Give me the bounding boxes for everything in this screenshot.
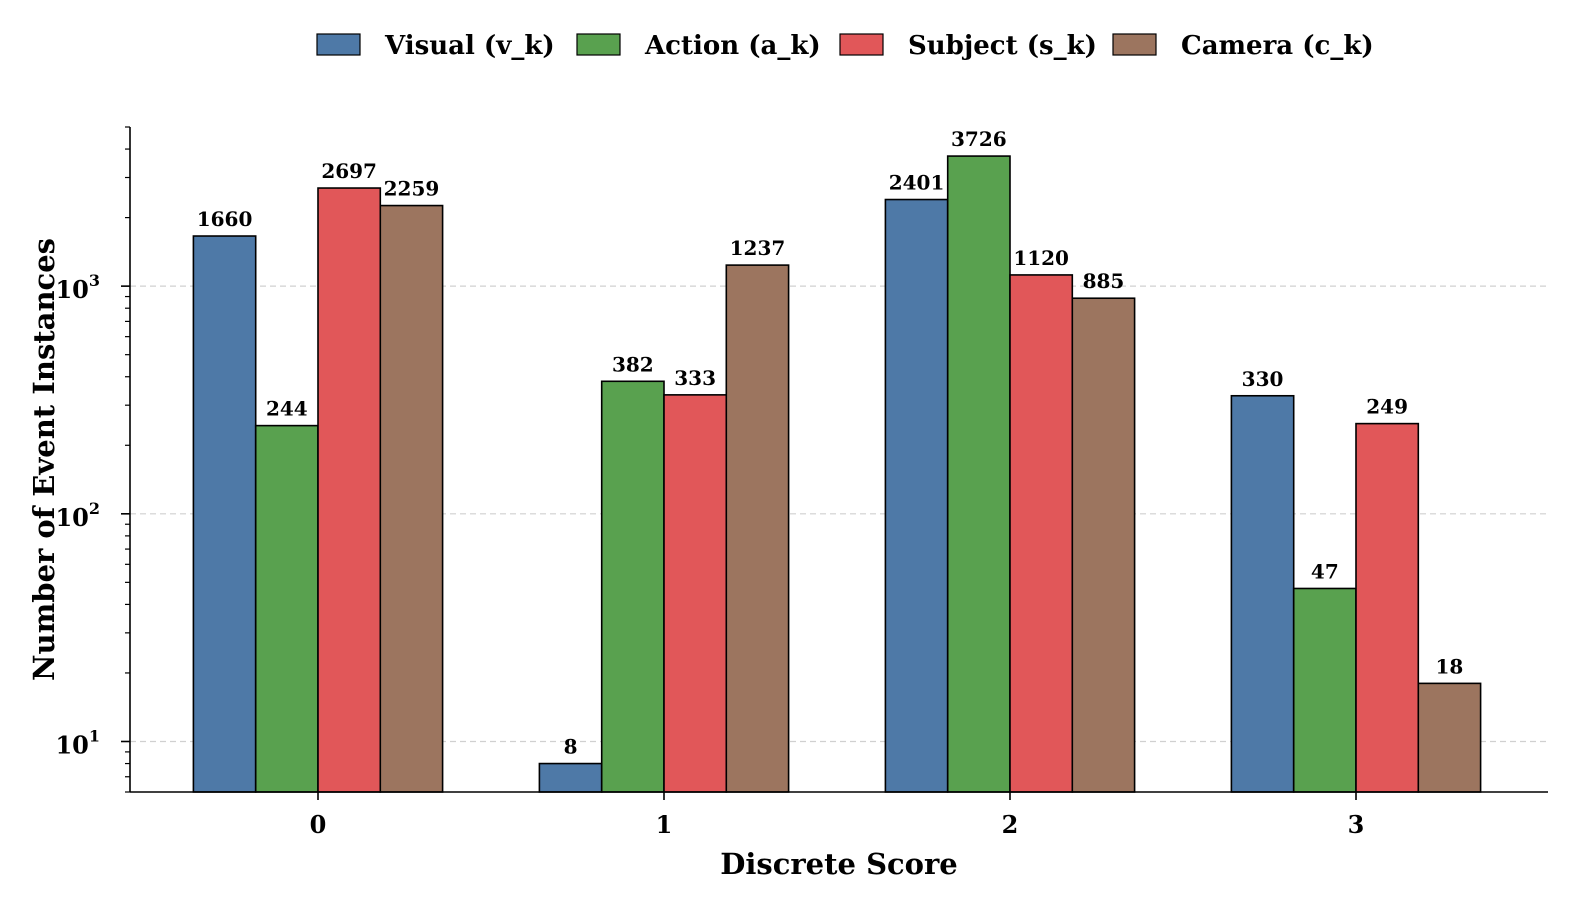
data-label: 47 xyxy=(1311,559,1339,583)
data-label: 2259 xyxy=(384,177,440,201)
bar xyxy=(725,264,790,793)
legend-swatch xyxy=(839,33,884,56)
bar xyxy=(538,762,603,793)
bar xyxy=(379,204,444,793)
value-labels: 1660 8 2401 330 244 382 3726 47 2697 333 1120 249 22… xyxy=(197,127,1464,758)
x-tick-label: 2 xyxy=(1002,810,1019,839)
legend-swatch xyxy=(316,33,361,56)
y-tick-label: 102 xyxy=(55,499,100,532)
bar xyxy=(946,155,1011,793)
legend-label: Action (a_k) xyxy=(644,31,821,61)
legend-label: Visual (v_k) xyxy=(384,31,555,61)
data-label: 244 xyxy=(266,397,308,421)
bar xyxy=(317,187,382,793)
data-label: 333 xyxy=(674,366,716,390)
data-label: 382 xyxy=(612,352,654,376)
y-axis-label: Number of Event Instances xyxy=(27,238,61,681)
bar xyxy=(1230,394,1295,793)
bar xyxy=(1355,422,1420,793)
bar xyxy=(254,424,319,793)
legend-swatch xyxy=(1112,33,1157,56)
data-label: 2697 xyxy=(321,159,377,183)
legend: Visual (v_k) Action (a_k) Subject (s_k) Cam… xyxy=(316,31,1374,61)
x-tick-label: 1 xyxy=(656,810,673,839)
data-label: 1237 xyxy=(730,236,786,260)
data-label: 2401 xyxy=(889,171,945,195)
bar xyxy=(192,235,257,793)
data-label: 18 xyxy=(1436,654,1464,678)
bar xyxy=(1009,274,1074,793)
bar xyxy=(600,380,665,793)
bar xyxy=(1292,587,1357,793)
x-axis-label: Discrete Score xyxy=(720,847,958,881)
data-label: 885 xyxy=(1083,269,1125,293)
y-tick-label: 101 xyxy=(55,726,100,759)
y-tick-label: 103 xyxy=(55,271,100,304)
legend-label: Camera (c_k) xyxy=(1181,31,1374,61)
bar xyxy=(663,394,728,793)
data-label: 330 xyxy=(1242,367,1284,391)
legend-label: Subject (s_k) xyxy=(908,31,1097,61)
legend-swatch xyxy=(576,33,621,56)
data-label: 1660 xyxy=(197,207,253,231)
bars xyxy=(192,155,1482,793)
x-tick-label: 0 xyxy=(310,810,327,839)
data-label: 3726 xyxy=(951,127,1007,151)
bar xyxy=(884,198,949,793)
bar xyxy=(1417,682,1482,793)
bar xyxy=(1071,297,1136,793)
axes: 101 102 103 0 1 2 3 xyxy=(55,126,1548,839)
data-label: 8 xyxy=(564,735,578,759)
data-label: 249 xyxy=(1366,395,1408,419)
data-label: 1120 xyxy=(1013,246,1069,270)
x-tick-label: 3 xyxy=(1348,810,1365,839)
